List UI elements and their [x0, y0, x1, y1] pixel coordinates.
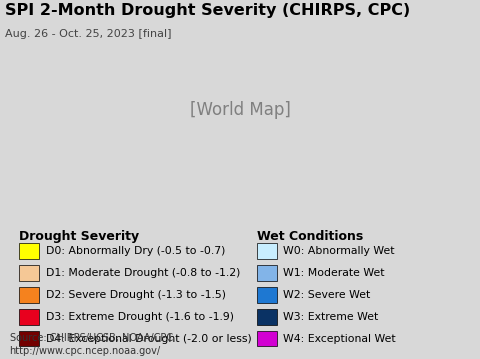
Bar	[19, 331, 39, 346]
Text: Aug. 26 - Oct. 25, 2023 [final]: Aug. 26 - Oct. 25, 2023 [final]	[5, 29, 171, 39]
Bar	[19, 309, 39, 325]
Bar	[19, 287, 39, 303]
Text: D3: Extreme Drought (-1.6 to -1.9): D3: Extreme Drought (-1.6 to -1.9)	[46, 312, 234, 322]
Bar	[257, 287, 277, 303]
Text: W4: Exceptional Wet: W4: Exceptional Wet	[283, 334, 396, 344]
Bar	[257, 309, 277, 325]
Bar	[19, 265, 39, 281]
Text: W1: Moderate Wet: W1: Moderate Wet	[283, 268, 384, 278]
Text: D2: Severe Drought (-1.3 to -1.5): D2: Severe Drought (-1.3 to -1.5)	[46, 290, 226, 300]
Text: http://www.cpc.ncep.noaa.gov/: http://www.cpc.ncep.noaa.gov/	[10, 346, 161, 356]
Text: W2: Severe Wet: W2: Severe Wet	[283, 290, 371, 300]
Text: Source: CHIRPS/UCSB, NOAA/CPC: Source: CHIRPS/UCSB, NOAA/CPC	[10, 333, 173, 343]
Text: Wet Conditions: Wet Conditions	[257, 230, 363, 243]
Text: D0: Abnormally Dry (-0.5 to -0.7): D0: Abnormally Dry (-0.5 to -0.7)	[46, 246, 225, 256]
Text: SPI 2-Month Drought Severity (CHIRPS, CPC): SPI 2-Month Drought Severity (CHIRPS, CP…	[5, 3, 410, 18]
Bar	[257, 243, 277, 259]
Text: W0: Abnormally Wet: W0: Abnormally Wet	[283, 246, 395, 256]
Text: D4: Exceptional Drought (-2.0 or less): D4: Exceptional Drought (-2.0 or less)	[46, 334, 252, 344]
Text: W3: Extreme Wet: W3: Extreme Wet	[283, 312, 378, 322]
Text: [World Map]: [World Map]	[190, 101, 290, 120]
Bar	[257, 265, 277, 281]
Bar	[19, 243, 39, 259]
Bar	[257, 331, 277, 346]
Text: D1: Moderate Drought (-0.8 to -1.2): D1: Moderate Drought (-0.8 to -1.2)	[46, 268, 240, 278]
Text: Drought Severity: Drought Severity	[19, 230, 139, 243]
